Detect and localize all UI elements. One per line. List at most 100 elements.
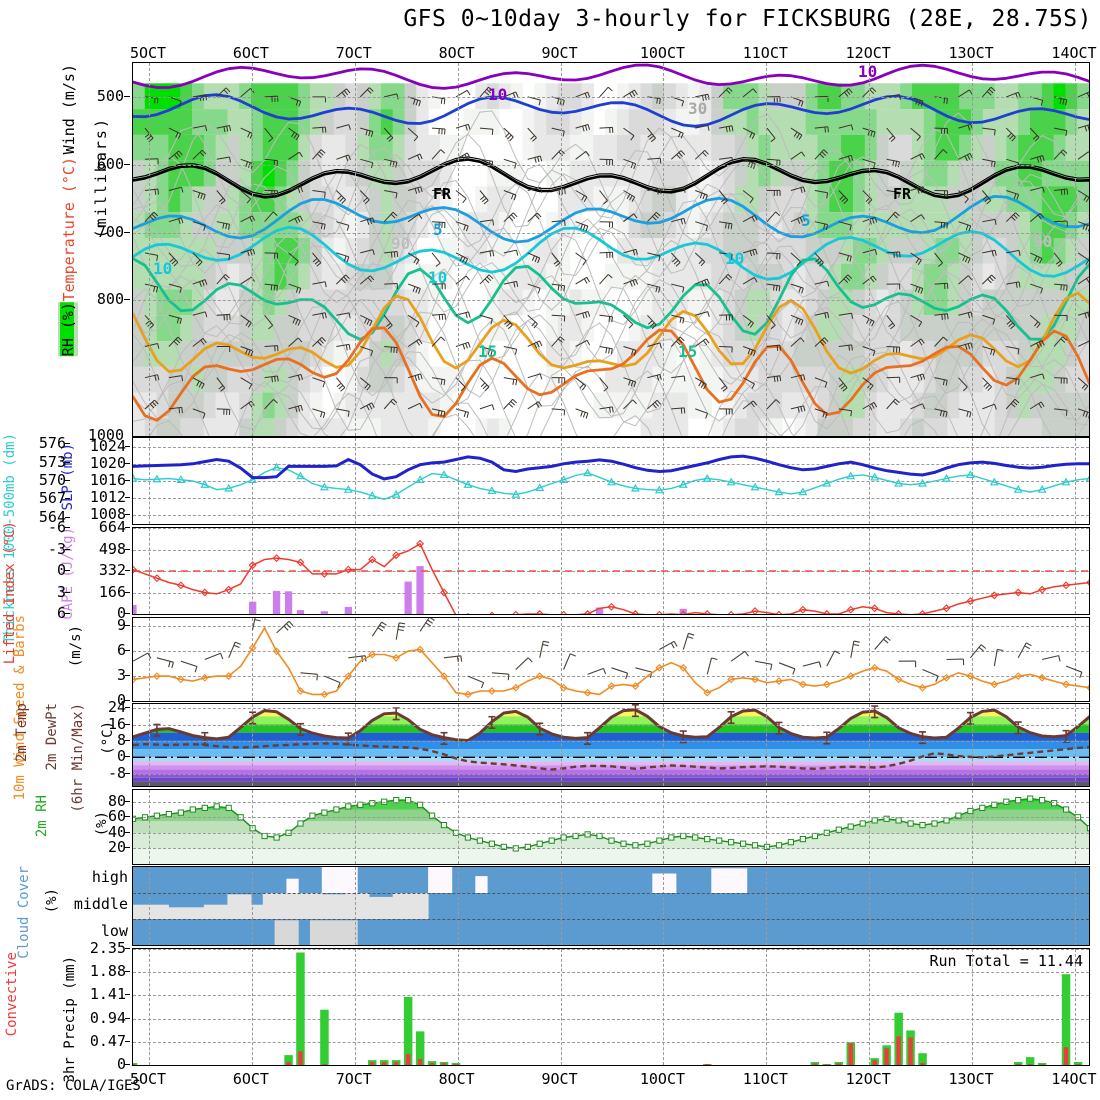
gridline-horizontal <box>133 498 1089 500</box>
cloud-block <box>286 920 299 945</box>
contour-value-label: 15 <box>478 342 498 362</box>
time-tick-5oct: 5OCT <box>129 44 167 62</box>
precip-total-bar <box>1073 1062 1083 1065</box>
pressure-tick-label-1000: 1000 <box>87 426 124 444</box>
precip-convective-bar <box>298 1051 303 1065</box>
y-tick-label: 564 <box>38 507 66 526</box>
y-tick-mark <box>65 591 70 593</box>
top-time-axis: 5OCT 6OCT 7OCT 8OCT 9OCT 10OCT 11OCT 12OCT 13OCT… <box>130 44 1097 62</box>
upper-air-cross-section-panel[interactable]: FR FR 10 10 5 5 10 10 10 15 15 30 90 90 <box>132 62 1090 437</box>
label-wind-units: Wind (m/s) <box>60 64 78 155</box>
cloud-block <box>333 867 346 893</box>
y-tick-mark <box>125 847 130 849</box>
precip-convective-bar <box>824 1064 829 1065</box>
time-tick-11oct: 11OCT <box>742 1070 788 1088</box>
y-tick-mark <box>125 707 130 709</box>
wind-barbs-10m <box>133 618 1083 689</box>
y-tick-mark <box>125 625 130 627</box>
gridline-horizontal <box>133 592 1089 594</box>
contour-value-label: 10 <box>488 84 508 104</box>
y-tick-mark <box>65 461 70 463</box>
gridline-vertical <box>663 704 665 786</box>
cloud-block <box>133 904 146 919</box>
cloud-block <box>274 893 287 919</box>
precipitation-panel[interactable]: Run Total = 11.44 <box>132 948 1090 1066</box>
gridline-vertical <box>457 790 459 864</box>
rh-2m-panel[interactable] <box>132 789 1090 865</box>
cloud-block <box>345 867 358 893</box>
gridline-horizontal <box>133 164 1089 166</box>
cloud-cover-panel[interactable] <box>132 866 1090 946</box>
cloud-level-divider <box>133 893 1089 894</box>
y-tick-label: 0 <box>116 1055 126 1073</box>
gridline-vertical <box>766 867 768 945</box>
precip-total-bar <box>320 1009 329 1065</box>
cloud-block <box>321 894 335 919</box>
cloud-block <box>144 904 158 919</box>
gridline-horizontal <box>133 1018 1089 1020</box>
y-tick-mark <box>125 480 130 481</box>
y-tick-label: 6 <box>56 604 66 622</box>
precip-convective-bar <box>872 1060 877 1065</box>
wind-10m-panel[interactable] <box>132 617 1090 702</box>
time-tick-6oct: 6OCT <box>232 44 269 62</box>
time-tick-5oct: 5OCT <box>129 1070 167 1088</box>
above-temp-mask <box>133 704 1089 741</box>
cloud-block <box>333 894 346 919</box>
gridline-horizontal <box>133 96 1089 98</box>
cloud-block <box>333 920 346 945</box>
time-tick-13oct: 13OCT <box>948 1070 994 1088</box>
cape-y-ticks: 664 498 332 166 0 <box>74 518 130 622</box>
contour-value-label: 10 <box>153 258 173 278</box>
gridline-vertical <box>354 63 356 436</box>
gridline-vertical <box>457 867 459 945</box>
cloud-block <box>439 867 453 893</box>
cloud-block <box>392 893 405 919</box>
time-tick-13oct: 13OCT <box>948 44 994 62</box>
y-tick-mark <box>125 831 130 833</box>
y-tick-mark <box>125 527 130 528</box>
gridline-horizontal <box>133 463 1089 465</box>
label-cloud-cover: Cloud Cover <box>16 866 32 959</box>
precip-convective-bar <box>884 1048 889 1065</box>
y-tick-label: 1.41 <box>89 985 126 1004</box>
gridline-vertical <box>972 949 974 1065</box>
y-tick-label: 1020 <box>89 453 126 472</box>
dewpoint-line <box>133 742 1089 771</box>
precip-y-ticks: 2.35 1.88 1.41 0.94 0.47 0 <box>76 939 130 1073</box>
rh-contours <box>133 110 1089 436</box>
y-tick-mark <box>125 739 130 741</box>
gridline-horizontal <box>133 549 1089 551</box>
precip-convective-bar <box>405 1054 411 1065</box>
gridline-vertical <box>251 867 253 945</box>
y-tick-mark <box>125 570 130 571</box>
gridline-horizontal <box>133 995 1089 997</box>
y-tick-mark <box>125 756 130 758</box>
gridline-vertical <box>149 704 150 786</box>
pressure-tick-label: 600 <box>96 154 124 173</box>
temp-y-ticks: 24 16 8 0 -8 <box>84 698 130 787</box>
cloud-block <box>310 893 323 919</box>
gridline-horizontal <box>133 676 1089 678</box>
y-tick-label: -6 <box>47 518 66 536</box>
gridline-vertical <box>766 790 768 864</box>
temp-dewpoint-2m-panel[interactable] <box>132 703 1090 787</box>
y-tick-mark <box>65 480 70 481</box>
gridline-vertical <box>663 867 665 945</box>
precip-convective-bar <box>896 1036 901 1065</box>
time-tick-7oct: 7OCT <box>335 1070 372 1088</box>
gridline-vertical <box>1075 63 1076 436</box>
cape-lifted-index-panel[interactable] <box>132 527 1090 615</box>
y-tick-mark <box>65 498 70 500</box>
y-tick-mark <box>125 816 130 818</box>
thickness-y-ticks: 576 573 570 567 564 <box>18 434 70 526</box>
gridline-vertical <box>560 790 562 864</box>
pressure-tick-mark <box>124 231 130 233</box>
y-tick-label: 567 <box>38 489 66 508</box>
gridline-vertical <box>1075 790 1076 864</box>
wind-barbs <box>144 86 1089 419</box>
gridline-vertical <box>354 618 356 701</box>
cloud-block <box>369 896 382 919</box>
slp-thickness-panel[interactable] <box>132 437 1090 525</box>
y-tick-label: 1024 <box>89 436 126 455</box>
